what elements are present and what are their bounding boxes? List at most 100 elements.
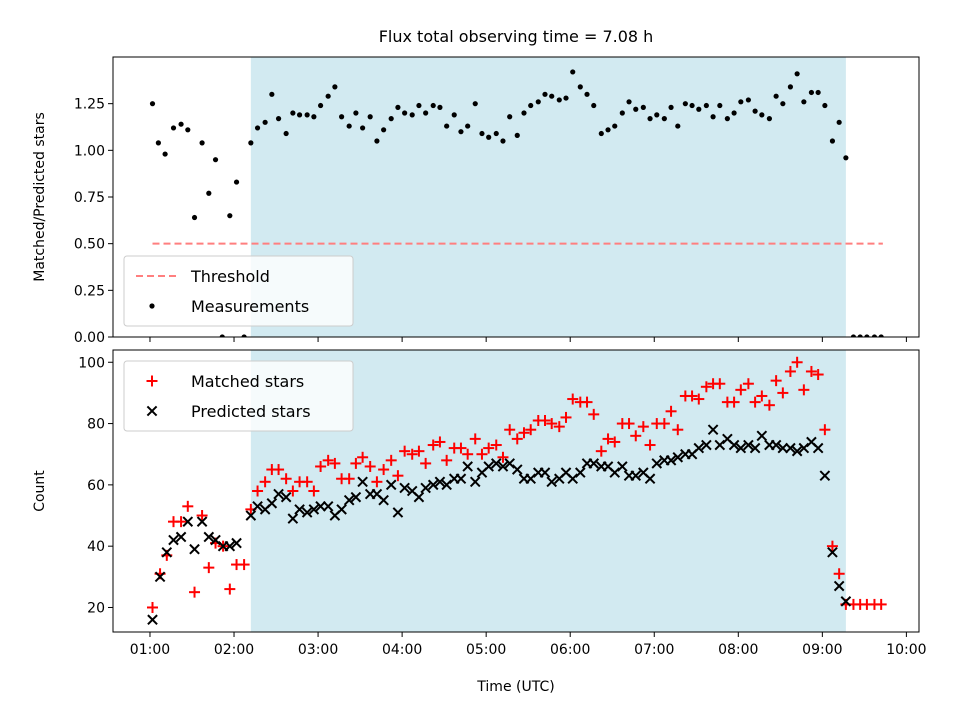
predicted-star-point-stroke <box>147 614 158 626</box>
predicted-star-point-stroke <box>770 439 782 451</box>
predicted-star-point-stroke <box>434 476 446 488</box>
matched-star-point <box>644 439 656 451</box>
predicted-star-point-stroke <box>525 473 537 485</box>
measurement-point <box>766 116 772 122</box>
measurement-point <box>332 84 338 90</box>
predicted-star-point-stroke <box>154 571 166 583</box>
predicted-star-point <box>399 482 410 494</box>
series-predicted-stars <box>147 424 852 626</box>
predicted-star-point-stroke <box>420 482 431 494</box>
predicted-star-point <box>420 482 431 494</box>
measurement-point <box>528 102 534 109</box>
series-measurements <box>149 69 884 337</box>
predicted-star-point <box>462 461 473 472</box>
matched-star-point <box>567 393 579 405</box>
predicted-star-point <box>735 442 747 454</box>
predicted-star-point-stroke <box>672 451 684 463</box>
predicted-star-point <box>785 442 796 454</box>
measurement-point <box>339 114 345 120</box>
predicted-star-point <box>182 516 194 527</box>
matched-star-point <box>224 583 236 595</box>
measurement-point <box>430 102 436 109</box>
matched-star-point <box>637 421 649 433</box>
matched-star-point <box>735 384 747 396</box>
predicted-star-point-stroke <box>462 461 473 472</box>
matched-star-point <box>315 460 327 472</box>
matched-star-point <box>630 430 642 442</box>
series-matched-stars <box>147 356 887 613</box>
predicted-star-point-stroke <box>693 442 705 454</box>
measurement-point <box>437 104 443 110</box>
measurement-point <box>647 116 653 122</box>
matched-star-point <box>364 460 376 472</box>
count-panel: 20 40 60 80 100 01:00 02:00 03:00 04:00 05:00 06:0… <box>32 349 927 658</box>
predicted-star-point-stroke <box>168 534 179 546</box>
measurement-point <box>472 101 478 107</box>
matched-star-point <box>609 436 621 448</box>
matched-star-point <box>553 421 565 433</box>
predicted-star-point <box>231 537 242 549</box>
predicted-star-point <box>273 488 284 500</box>
measurement-point <box>808 89 815 96</box>
predicted-star-point <box>728 439 740 451</box>
matched-star-point <box>357 451 369 463</box>
predicted-star-point <box>189 543 200 555</box>
measurement-point <box>212 157 219 163</box>
predicted-star-point <box>504 458 516 469</box>
matched-star-point <box>756 390 768 402</box>
measurement-point <box>640 104 646 110</box>
predicted-star-point-stroke <box>490 458 502 469</box>
legend-marker <box>146 405 158 417</box>
predicted-star-point <box>168 534 179 546</box>
measurement-point <box>556 97 562 103</box>
predicted-star-point-stroke <box>294 504 305 515</box>
measurement-point <box>822 102 828 109</box>
predicted-star-point <box>743 439 754 451</box>
legend-label: Predicted stars <box>191 402 311 421</box>
measurement-point <box>829 138 836 144</box>
measurement-point <box>710 114 716 120</box>
predicted-star-point-stroke <box>743 439 754 451</box>
matched-star-point <box>777 387 789 399</box>
matched-star-point <box>525 424 537 436</box>
matched-star-point <box>518 427 530 439</box>
predicted-star-point-stroke <box>315 501 326 512</box>
measurement-point <box>801 99 807 105</box>
predicted-star-point-stroke <box>308 504 320 515</box>
matched-star-point <box>147 601 159 613</box>
predicted-star-point-stroke <box>322 501 334 512</box>
predicted-star-point <box>378 494 389 506</box>
predicted-star-point <box>336 504 347 515</box>
measurement-point <box>633 106 639 112</box>
predicted-star-point <box>301 507 313 518</box>
predicted-star-point-stroke <box>602 461 614 472</box>
predicted-star-point <box>511 464 523 475</box>
matched-star-point <box>308 485 320 497</box>
y-tick-label: 1.00 <box>74 143 105 159</box>
predicted-star-point-stroke <box>196 516 208 527</box>
measurement-point <box>451 112 457 118</box>
measurement-point <box>871 334 878 337</box>
measurement-point <box>262 119 268 125</box>
predicted-star-point-stroke <box>511 464 523 475</box>
measurement-point <box>752 108 758 114</box>
measurement-point <box>199 140 205 146</box>
matched-star-point <box>455 442 467 454</box>
measurement-point <box>290 110 296 116</box>
matched-star-point <box>350 457 362 469</box>
matched-star-point <box>287 485 299 497</box>
predicted-star-point <box>196 516 208 527</box>
predicted-star-point-stroke <box>441 479 452 491</box>
predicted-star-point-stroke <box>651 458 663 469</box>
predicted-star-point <box>798 442 810 454</box>
y-tick-label: 0.00 <box>74 330 105 346</box>
predicted-star-point <box>441 479 452 491</box>
predicted-star-point <box>588 458 600 469</box>
predicted-star-point-stroke <box>588 458 600 469</box>
matched-star-point <box>546 418 558 430</box>
measurement-point <box>731 110 737 116</box>
measurement-point <box>738 99 744 105</box>
matched-star-point <box>406 448 418 460</box>
measurement-point <box>507 114 513 120</box>
